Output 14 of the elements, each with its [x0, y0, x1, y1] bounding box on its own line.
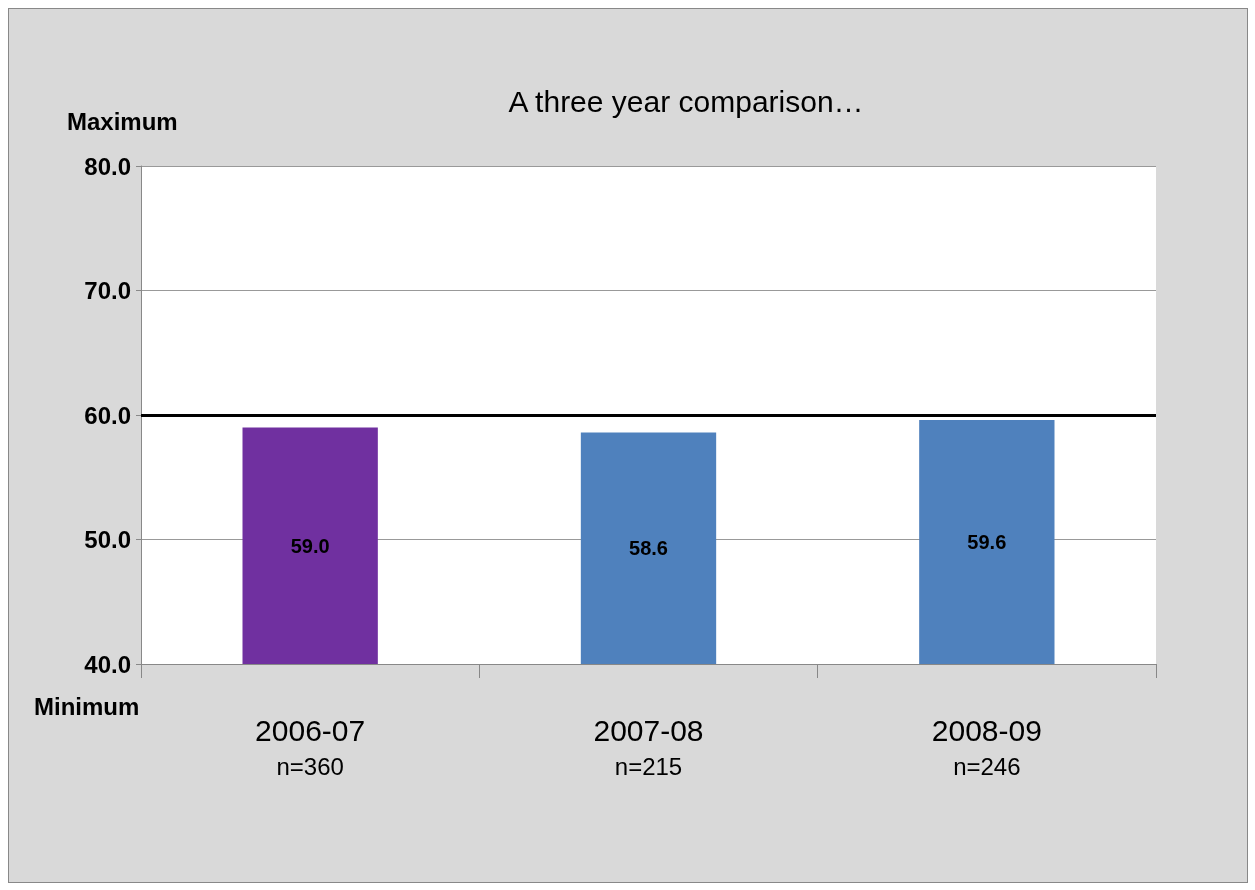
text: Minimum [34, 692, 140, 720]
data-label: 58.6 [629, 537, 668, 560]
x-tick-label: 2007-08 n=215 [593, 713, 704, 780]
y-tick-label: 60.0 [84, 401, 131, 429]
x-tick-label: 2006-07 n=360 [255, 713, 366, 780]
y-tick-label: 50.0 [84, 526, 131, 553]
x-tick-label: 2008-09 n=246 [931, 713, 1042, 780]
data-label: 59.6 [967, 530, 1007, 553]
data-label: 59.0 [290, 534, 330, 557]
y-tick-label: 40.0 [84, 650, 131, 678]
y-tick-label: 70.0 [84, 277, 131, 304]
chart-title: A three year comparison… [508, 84, 864, 118]
y-tick-label: 80.0 [84, 152, 131, 180]
text: Maximum [67, 107, 178, 135]
